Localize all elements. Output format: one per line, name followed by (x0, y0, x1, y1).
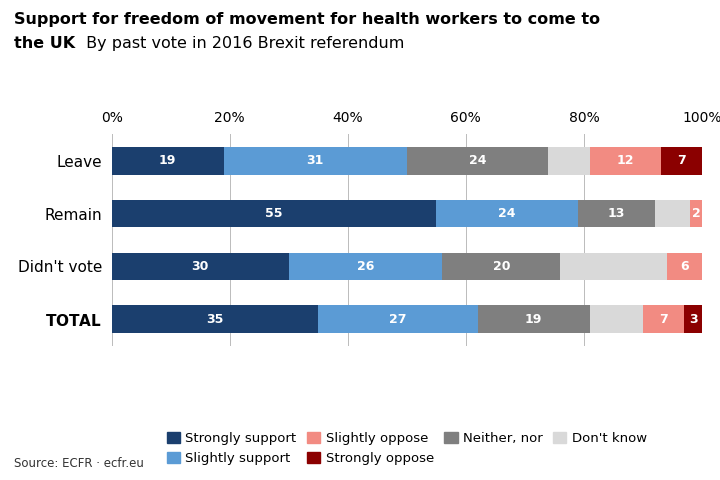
Bar (224, 147, 407, 175)
Text: 26: 26 (357, 260, 374, 273)
Text: 30: 30 (192, 260, 209, 273)
Bar (590, 147, 661, 175)
Bar (112, 147, 224, 175)
Legend: Strongly support, Slightly support, Slightly oppose, Strongly oppose, Neither, n: Strongly support, Slightly support, Slig… (161, 427, 652, 470)
Text: 12: 12 (616, 154, 634, 168)
Text: 6: 6 (680, 260, 688, 273)
Bar (407, 147, 549, 175)
Text: 31: 31 (307, 154, 324, 168)
Bar (289, 252, 442, 280)
Text: 55: 55 (265, 207, 283, 220)
Bar (112, 305, 318, 333)
Text: 24: 24 (498, 207, 516, 220)
Bar (436, 200, 578, 228)
Text: Source: ECFR · ecfr.eu: Source: ECFR · ecfr.eu (14, 457, 144, 470)
Text: 27: 27 (390, 312, 407, 326)
Bar (560, 252, 667, 280)
Bar (690, 200, 702, 228)
Bar (667, 252, 702, 280)
Bar (112, 252, 289, 280)
Bar (590, 305, 643, 333)
Text: Support for freedom of movement for health workers to come to: Support for freedom of movement for heal… (14, 12, 600, 27)
Bar (112, 200, 436, 228)
Bar (477, 305, 590, 333)
Bar (643, 305, 684, 333)
Bar (684, 305, 702, 333)
Text: 2: 2 (692, 207, 701, 220)
Text: By past vote in 2016 Brexit referendum: By past vote in 2016 Brexit referendum (81, 36, 404, 51)
Text: 3: 3 (689, 312, 698, 326)
Bar (578, 200, 654, 228)
Text: 13: 13 (608, 207, 625, 220)
Text: 24: 24 (469, 154, 487, 168)
Text: 19: 19 (159, 154, 176, 168)
Text: 7: 7 (660, 312, 668, 326)
Bar (442, 252, 560, 280)
Bar (549, 147, 590, 175)
Bar (654, 200, 690, 228)
Text: 19: 19 (525, 312, 542, 326)
Text: the UK: the UK (14, 36, 76, 51)
Bar (661, 147, 702, 175)
Bar (318, 305, 477, 333)
Text: 35: 35 (206, 312, 224, 326)
Text: 20: 20 (492, 260, 510, 273)
Text: 7: 7 (677, 154, 685, 168)
